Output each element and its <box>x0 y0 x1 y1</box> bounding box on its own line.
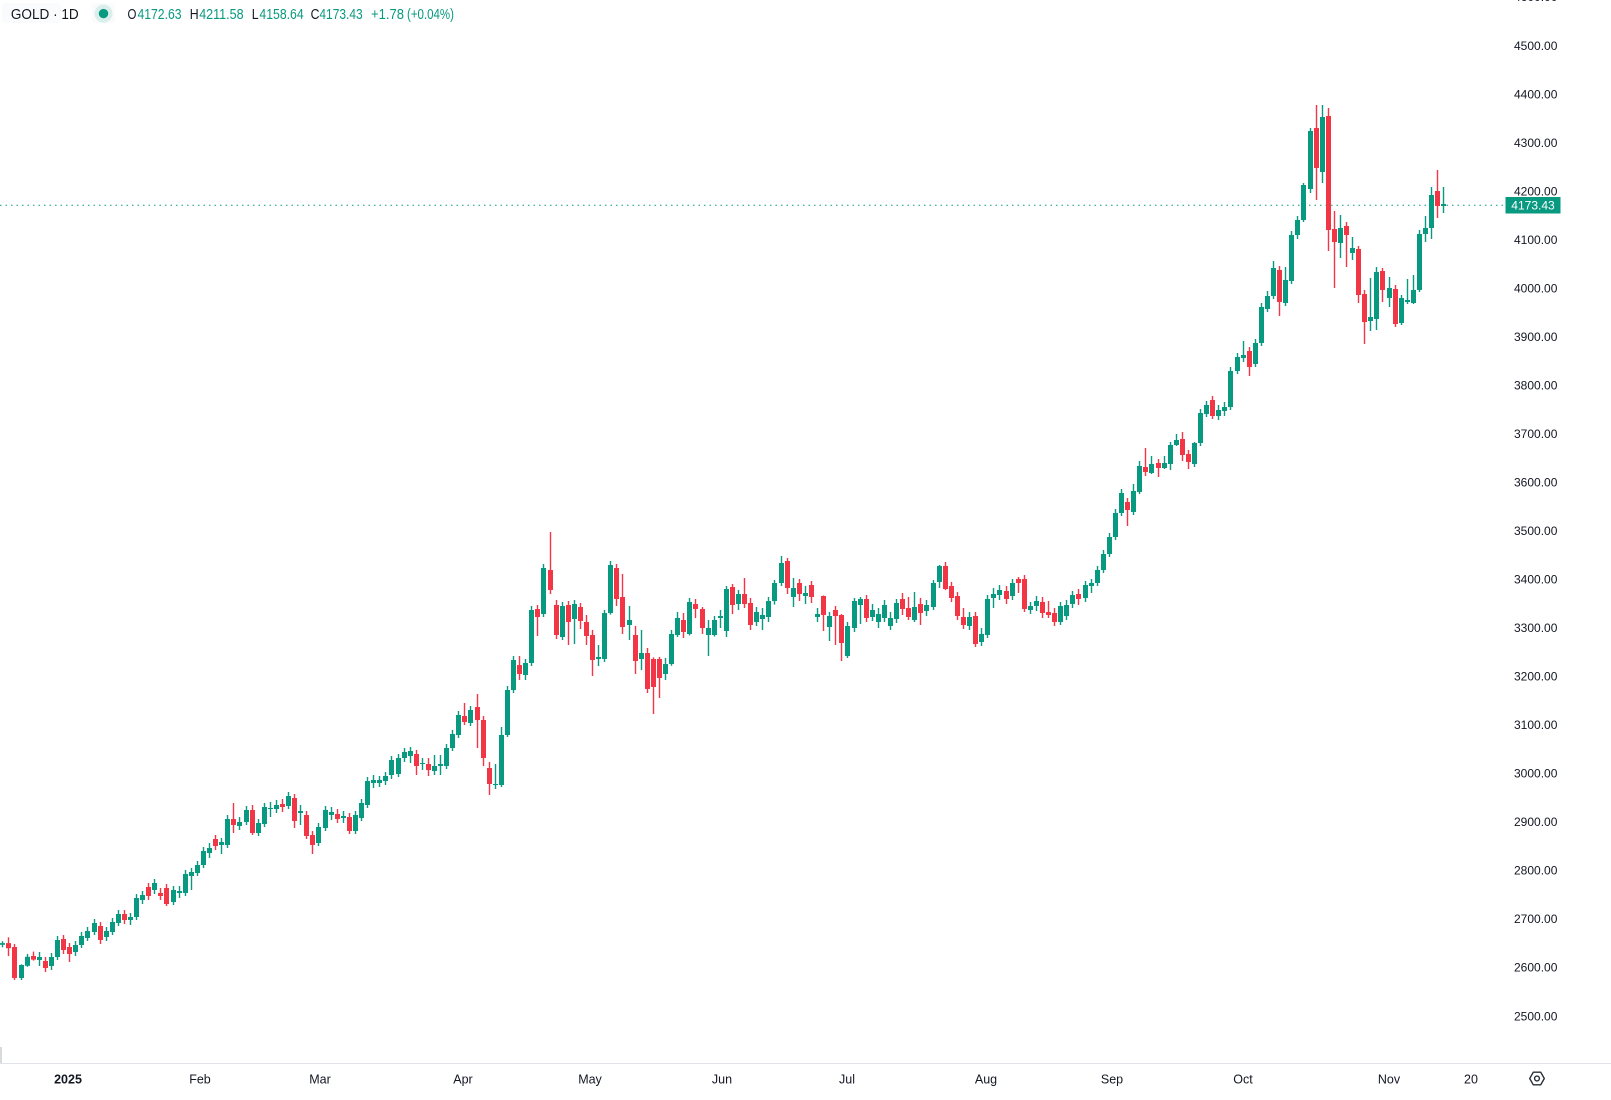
svg-text:4200.00: 4200.00 <box>1514 184 1558 198</box>
svg-text:4300.00: 4300.00 <box>1514 136 1558 150</box>
svg-text:O: O <box>128 7 137 23</box>
svg-text:3200.00: 3200.00 <box>1514 670 1558 684</box>
svg-text:4500.00: 4500.00 <box>1514 39 1558 53</box>
svg-text:4000.00: 4000.00 <box>1514 281 1558 295</box>
svg-text:H: H <box>190 7 199 23</box>
svg-text:GOLD · 1D: GOLD · 1D <box>11 6 79 23</box>
svg-text:2500.00: 2500.00 <box>1514 1009 1558 1023</box>
svg-text:3600.00: 3600.00 <box>1514 476 1558 490</box>
svg-text:3500.00: 3500.00 <box>1514 524 1558 538</box>
svg-text:Jul: Jul <box>839 1073 855 1087</box>
svg-text:Jun: Jun <box>712 1073 732 1087</box>
svg-text:2025: 2025 <box>54 1073 82 1087</box>
svg-text:4158.64: 4158.64 <box>259 7 303 23</box>
svg-text:Apr: Apr <box>453 1073 472 1087</box>
svg-text:4173.43: 4173.43 <box>319 7 362 23</box>
svg-text:3900.00: 3900.00 <box>1514 330 1558 344</box>
svg-text:Nov: Nov <box>1378 1073 1401 1087</box>
svg-text:L: L <box>252 7 259 23</box>
svg-text:4172.63: 4172.63 <box>138 7 182 23</box>
svg-text:4173.43: 4173.43 <box>1511 199 1555 213</box>
svg-text:3100.00: 3100.00 <box>1514 718 1558 732</box>
svg-text:C: C <box>311 7 320 23</box>
svg-text:3000.00: 3000.00 <box>1514 767 1558 781</box>
svg-text:3400.00: 3400.00 <box>1514 573 1558 587</box>
svg-text:+1.78: +1.78 <box>371 7 404 23</box>
svg-text:Feb: Feb <box>189 1073 211 1087</box>
svg-text:2900.00: 2900.00 <box>1514 815 1558 829</box>
svg-text:3700.00: 3700.00 <box>1514 427 1558 441</box>
svg-text:Sep: Sep <box>1101 1073 1123 1087</box>
svg-text:3300.00: 3300.00 <box>1514 621 1558 635</box>
svg-text:3800.00: 3800.00 <box>1514 378 1558 392</box>
svg-text:Aug: Aug <box>975 1073 997 1087</box>
svg-text:2600.00: 2600.00 <box>1514 961 1558 975</box>
svg-text:4100.00: 4100.00 <box>1514 233 1558 247</box>
svg-text:(+0.04%): (+0.04%) <box>407 7 454 23</box>
svg-text:4211.58: 4211.58 <box>199 7 243 23</box>
svg-text:Mar: Mar <box>309 1073 331 1087</box>
svg-text:4400.00: 4400.00 <box>1514 87 1558 101</box>
svg-text:Oct: Oct <box>1233 1073 1253 1087</box>
svg-text:2800.00: 2800.00 <box>1514 864 1558 878</box>
svg-text:2700.00: 2700.00 <box>1514 912 1558 926</box>
svg-text:4600.00: 4600.00 <box>1514 0 1558 4</box>
svg-text:May: May <box>578 1073 602 1087</box>
svg-text:20: 20 <box>1464 1073 1478 1087</box>
